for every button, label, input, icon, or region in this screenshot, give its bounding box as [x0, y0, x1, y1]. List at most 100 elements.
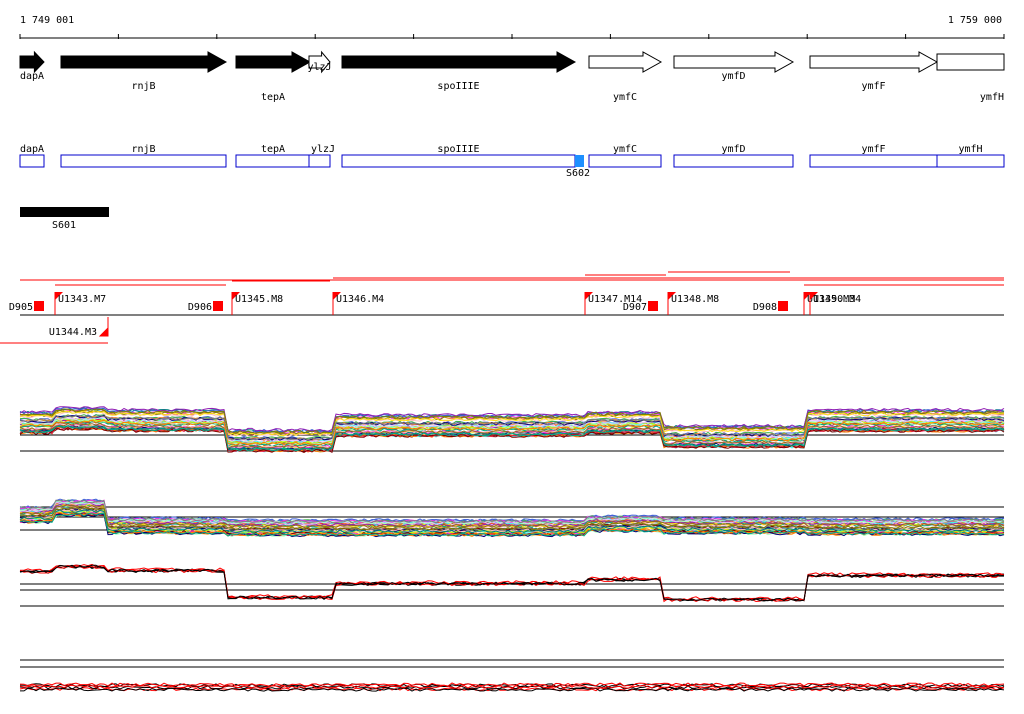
segment-label: D905	[9, 302, 33, 313]
gene-box-ymfd[interactable]: ymfD	[673, 144, 794, 168]
gene-box-label: spoIIIE	[437, 144, 479, 155]
gene-arrow-shape[interactable]	[936, 53, 1005, 71]
gene-arrow-shape[interactable]	[19, 50, 45, 74]
gene-box-rnjb[interactable]: rnjB	[60, 144, 227, 168]
feature-s601[interactable]: S601	[20, 207, 109, 231]
gene-box-ylzj[interactable]: ylzJ	[308, 144, 335, 168]
gene-arrow-shape[interactable]	[60, 51, 228, 73]
profile-line	[19, 408, 1005, 434]
gene-box-track: dapA rnjB tepA ylzJ spoIIIE ymfC ymfD ymfF ymfH	[19, 144, 1005, 168]
segment-marker[interactable]	[34, 301, 44, 311]
gene-arrow-spoiiie[interactable]: spoIIIE	[341, 51, 577, 92]
gene-box-rect[interactable]	[19, 154, 45, 168]
segment-label: U1346.M4	[336, 294, 384, 305]
segment-label: U1344.M3	[49, 327, 97, 338]
profile-line	[19, 410, 1005, 437]
s601-bar[interactable]	[20, 207, 109, 217]
profile-line	[19, 426, 1005, 454]
gene-arrow-ymfc[interactable]: ymfC	[588, 51, 663, 103]
gene-arrow-shape[interactable]	[673, 51, 795, 73]
gene-box-label: ylzJ	[311, 144, 335, 155]
feature-s602[interactable]: S602	[566, 155, 590, 179]
profile-line	[19, 419, 1005, 446]
segment-label: U1350.M4	[813, 294, 861, 305]
expression-profiles	[19, 406, 1005, 692]
gene-arrow-label: ymfH	[980, 92, 1004, 103]
gene-arrow-label: spoIIIE	[437, 81, 479, 92]
segment-marker[interactable]	[98, 317, 109, 337]
gene-box-label: ymfH	[958, 144, 982, 155]
segment-u1347-m14[interactable]: U1347.M14	[584, 292, 642, 315]
segment-d908[interactable]: D908	[753, 301, 788, 313]
gene-box-dapa[interactable]: dapA	[19, 144, 45, 168]
gene-box-label: ymfD	[721, 144, 745, 155]
gene-arrow-ymff[interactable]: ymfF	[809, 51, 939, 92]
gene-arrow-ymfd[interactable]: ymfD	[673, 51, 795, 82]
ruler-end-label: 1 759 000	[948, 15, 1002, 26]
gene-arrow-ymfh[interactable]: ymfH	[936, 53, 1005, 103]
gene-arrow-ylzj[interactable]: ylzJ	[307, 50, 332, 74]
gene-box-tepa[interactable]: tepA	[235, 144, 311, 168]
gene-arrow-label: dapA	[20, 71, 44, 82]
gene-box-ymfh[interactable]: ymfH	[936, 144, 1005, 168]
gene-arrow-tepa[interactable]: tepA	[235, 51, 312, 103]
segment-u1343-m7[interactable]: U1343.M7	[54, 292, 106, 315]
segment-u1348-m8[interactable]: U1348.M8	[667, 292, 719, 315]
segment-d907[interactable]: D907	[623, 301, 658, 313]
profile-track-3	[19, 563, 1005, 603]
segment-marker[interactable]	[668, 292, 676, 300]
profile-track-1	[19, 406, 1005, 454]
s602-label: S602	[566, 168, 590, 179]
gene-box-ymfc[interactable]: ymfC	[588, 144, 662, 168]
gene-arrow-dapa[interactable]: dapA	[19, 50, 45, 82]
segment-marker[interactable]	[810, 292, 818, 300]
s602-marker[interactable]	[575, 155, 584, 167]
segment-u1346-m4[interactable]: U1346.M4	[332, 292, 384, 315]
profile-line	[19, 499, 1005, 524]
segment-marker[interactable]	[778, 301, 788, 311]
gene-box-rect[interactable]	[936, 154, 1005, 168]
gene-arrow-shape[interactable]	[308, 50, 331, 74]
gene-arrow-shape[interactable]	[588, 51, 663, 73]
segment-label: D908	[753, 302, 777, 313]
profile-line	[19, 416, 1005, 443]
gene-arrow-label: tepA	[261, 92, 285, 103]
profile-line	[19, 499, 1005, 524]
gene-box-rect[interactable]	[673, 154, 794, 168]
ruler-ticks	[19, 34, 1005, 39]
gene-box-label: dapA	[20, 144, 44, 155]
gene-box-rect[interactable]	[308, 154, 331, 168]
segment-label: U1347.M14	[588, 294, 642, 305]
segment-marker[interactable]	[55, 292, 63, 300]
profile-track-4	[19, 682, 1005, 692]
segment-label: U1343.M7	[58, 294, 106, 305]
gene-box-spoiiie[interactable]: spoIIIE	[341, 144, 576, 168]
gene-box-rect[interactable]	[588, 154, 662, 168]
gene-box-ymff[interactable]: ymfF	[809, 144, 938, 168]
gene-box-rect[interactable]	[341, 154, 576, 168]
segment-u1350-m4[interactable]: U1350.M4	[809, 292, 861, 315]
profile-line	[19, 408, 1005, 435]
segment-d906[interactable]: D906	[188, 301, 223, 313]
segment-u1344-m3[interactable]: U1344.M3	[49, 317, 109, 338]
segment-marker[interactable]	[213, 301, 223, 311]
segment-marker[interactable]	[648, 301, 658, 311]
segment-marker[interactable]	[232, 292, 240, 300]
coordinate-ruler: 1 749 001 1 759 000	[19, 15, 1005, 39]
gene-box-rect[interactable]	[809, 154, 938, 168]
profile-track-2	[19, 498, 1005, 538]
gene-arrow-shape[interactable]	[341, 51, 577, 73]
segment-d905[interactable]: D905	[9, 301, 44, 313]
profile-line	[19, 504, 1005, 529]
gene-arrow-label: ymfF	[861, 81, 885, 92]
gene-arrow-shape[interactable]	[235, 51, 312, 73]
gene-arrow-shape[interactable]	[809, 51, 939, 73]
gene-box-rect[interactable]	[235, 154, 311, 168]
segment-u1345-m8[interactable]: U1345.M8	[231, 292, 283, 315]
gene-box-rect[interactable]	[60, 154, 227, 168]
profile-line	[19, 684, 1005, 689]
gene-arrow-rnjb[interactable]: rnjB	[60, 51, 228, 92]
segment-marker[interactable]	[333, 292, 341, 300]
segment-marker[interactable]	[585, 292, 593, 300]
